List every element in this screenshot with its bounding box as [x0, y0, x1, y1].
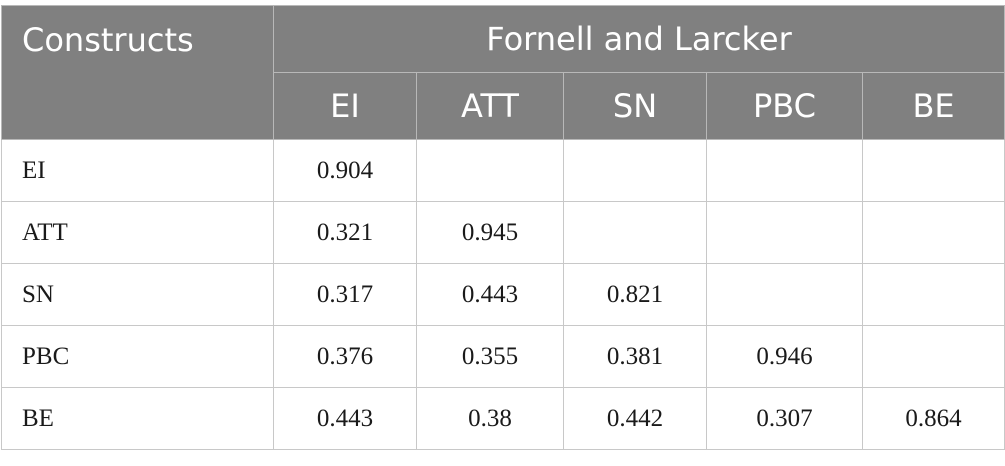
row-label-pbc: PBC	[1, 325, 274, 388]
table-body: EI 0.904 ATT 0.321 0.945 SN 0.317 0.443 …	[1, 139, 1005, 450]
fornell-larcker-group-header: Fornell and Larcker	[272, 5, 1005, 73]
table-cell	[861, 139, 1005, 202]
table-row: SN 0.317 0.443 0.821	[1, 263, 1005, 326]
table-cell	[861, 263, 1005, 326]
row-label-ei: EI	[1, 139, 274, 202]
table-cell	[706, 263, 863, 326]
column-header-be: BE	[861, 72, 1005, 140]
fornell-larcker-table: Constructs Fornell and Larcker EI ATT SN…	[1, 5, 1005, 450]
table-cell: 0.317	[273, 263, 417, 326]
table-cell	[861, 201, 1005, 264]
table-cell: 0.355	[416, 325, 564, 388]
table-cell: 0.443	[273, 387, 417, 450]
table-row: EI 0.904	[1, 139, 1005, 202]
constructs-header-label: Constructs	[22, 20, 194, 59]
column-header-att: ATT	[416, 72, 564, 140]
table-cell: 0.864	[861, 387, 1005, 450]
row-label-sn: SN	[1, 263, 274, 326]
table-cell: 0.307	[706, 387, 863, 450]
table-cell	[706, 139, 863, 202]
column-header-pbc: PBC	[706, 72, 863, 140]
table-cell: 0.38	[416, 387, 564, 450]
table-header: Constructs Fornell and Larcker EI ATT SN…	[1, 5, 1005, 140]
table-cell	[416, 139, 564, 202]
table-cell	[563, 201, 707, 264]
table-cell	[706, 201, 863, 264]
table-cell: 0.443	[416, 263, 564, 326]
table-cell	[563, 139, 707, 202]
table-cell	[861, 325, 1005, 388]
column-header-ei: EI	[273, 72, 417, 140]
table-cell: 0.945	[416, 201, 564, 264]
table-cell: 0.376	[273, 325, 417, 388]
row-label-att: ATT	[1, 201, 274, 264]
table-cell: 0.821	[563, 263, 707, 326]
table-cell: 0.904	[273, 139, 417, 202]
table-cell: 0.321	[273, 201, 417, 264]
table-row: BE 0.443 0.38 0.442 0.307 0.864	[1, 387, 1005, 450]
table-cell: 0.381	[563, 325, 707, 388]
table-row: PBC 0.376 0.355 0.381 0.946	[1, 325, 1005, 388]
column-header-sn: SN	[563, 72, 707, 140]
table-row: ATT 0.321 0.945	[1, 201, 1005, 264]
table-cell: 0.442	[563, 387, 707, 450]
row-label-be: BE	[1, 387, 274, 450]
table-cell: 0.946	[706, 325, 863, 388]
constructs-header: Constructs	[1, 5, 274, 140]
